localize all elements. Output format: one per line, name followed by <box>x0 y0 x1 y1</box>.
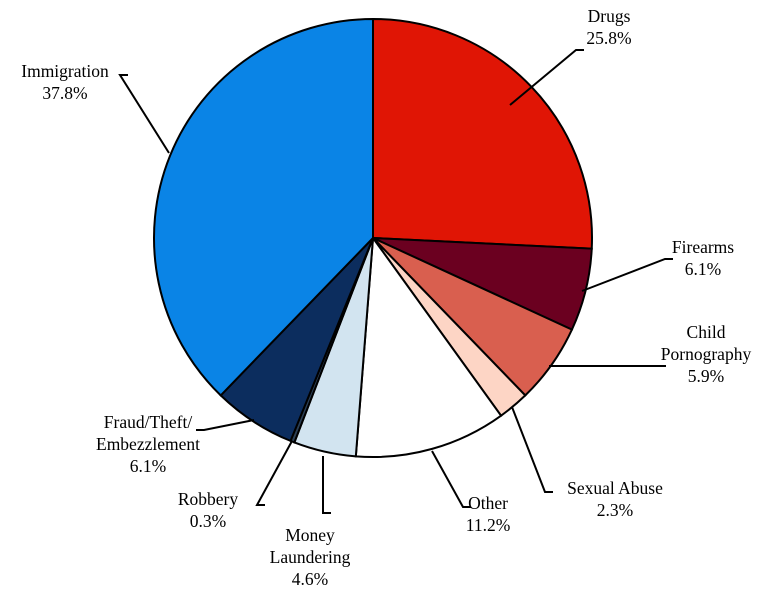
slice-label-drugs: Drugs 25.8% <box>586 6 631 48</box>
slice-category-label: Pornography <box>661 344 752 364</box>
leader-line-firearms <box>581 258 673 292</box>
leader-line-immigration <box>118 74 170 154</box>
slice-category-label: Fraud/Theft/ <box>104 412 193 432</box>
slice-label-fraud-theft-embezzlement: Fraud/Theft/Embezzlement 6.1% <box>96 412 200 476</box>
leader-line-drugs <box>509 49 584 106</box>
leader-line-other <box>431 450 471 508</box>
slice-value-label: 11.2% <box>466 515 511 535</box>
slice-value-label: 25.8% <box>586 28 631 48</box>
leader-line-robbery <box>255 440 293 506</box>
slice-label-child-pornography: Child Pornography 5.9% <box>661 322 752 386</box>
slice-label-sexual-abuse: Sexual Abuse 2.3% <box>567 478 663 520</box>
slice-category-label: Sexual Abuse <box>567 478 663 498</box>
slice-label-firearms: Firearms 6.1% <box>672 237 734 279</box>
slice-label-immigration: Immigration 37.8% <box>21 61 109 103</box>
slice-category-label: Robbery <box>178 489 239 509</box>
leader-line-fraud-theft-embezzlement <box>196 419 255 431</box>
leader-line-money-laundering <box>322 456 331 514</box>
slice-value-label: 2.3% <box>597 500 633 520</box>
slice-category-label: Money <box>285 525 335 545</box>
slice-value-label: 37.8% <box>42 83 87 103</box>
slice-category-label: Laundering <box>270 547 351 567</box>
pie-slice-other <box>354 235 503 458</box>
slice-label-money-laundering: Money Laundering 4.6% <box>270 525 351 589</box>
slice-category-label: Other <box>468 493 508 513</box>
slice-category-label: Drugs <box>588 6 631 26</box>
slice-category-label: Embezzlement <box>96 434 200 454</box>
slice-category-label: Immigration <box>21 61 109 81</box>
slice-category-label: Firearms <box>672 237 734 257</box>
slice-label-other: Other 11.2% <box>466 493 511 535</box>
leader-line-sexual-abuse <box>511 406 553 493</box>
slice-value-label: 5.9% <box>688 366 724 386</box>
slice-label-robbery: Robbery 0.3% <box>178 489 239 531</box>
pie-slice-drugs <box>372 17 593 250</box>
slice-value-label: 0.3% <box>190 511 226 531</box>
slice-value-label: 4.6% <box>292 569 328 589</box>
slice-value-label: 6.1% <box>685 259 721 279</box>
pie-slice-immigration <box>153 17 374 397</box>
slice-value-label: 6.1% <box>130 456 166 476</box>
slice-category-label: Child <box>687 322 726 342</box>
